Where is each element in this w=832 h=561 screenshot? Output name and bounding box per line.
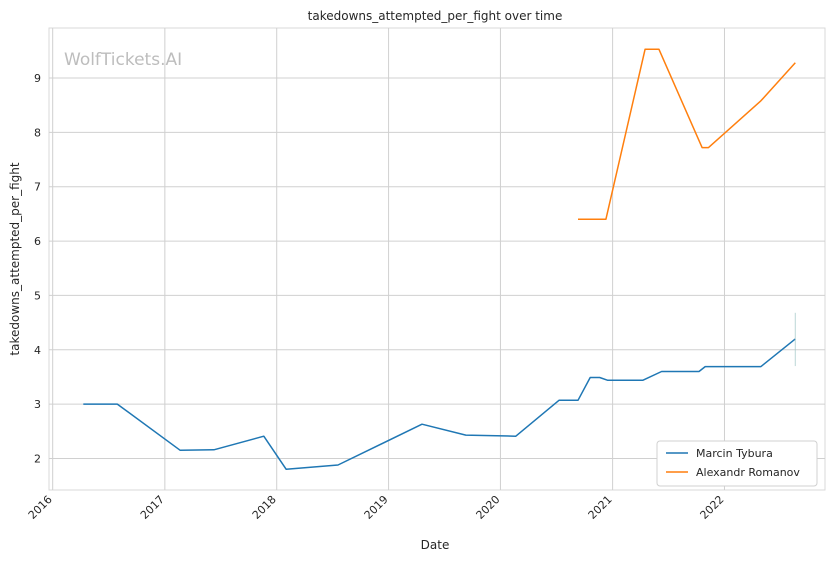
x-tick-label: 2016 [26, 493, 55, 522]
watermark-text: WolfTickets.AI [64, 50, 182, 70]
legend-label-alexandr-romanov: Alexandr Romanov [696, 466, 800, 479]
series-line-marcin-tybura [83, 338, 796, 471]
legend-label-marcin-tybura: Marcin Tybura [696, 447, 773, 460]
y-axis-label: takedowns_attempted_per_fight [8, 162, 22, 355]
legend: Marcin Tybura Alexandr Romanov [656, 440, 818, 487]
x-tick-label: 2021 [586, 493, 615, 522]
y-tick-label: 5 [34, 289, 41, 302]
y-tick-label: 2 [34, 452, 41, 465]
y-tick-label: 3 [34, 398, 41, 411]
x-tick-label: 2020 [474, 493, 503, 522]
series-line-alexandr-romanov [578, 48, 796, 221]
y-tick-label: 8 [34, 126, 41, 139]
x-tick-label: 2019 [362, 493, 391, 522]
y-tick-label: 6 [34, 235, 41, 248]
chart-title: takedowns_attempted_per_fight over time [308, 9, 563, 23]
x-axis: 2016 2017 2018 2019 2020 2021 2022 [26, 493, 727, 522]
plot-area [48, 27, 826, 491]
y-tick-label: 9 [34, 72, 41, 85]
x-tick-label: 2018 [250, 493, 279, 522]
legend-box [656, 440, 818, 487]
y-tick-label: 4 [34, 344, 41, 357]
x-tick-label: 2017 [138, 493, 167, 522]
series-layer [83, 48, 796, 471]
y-axis: 2 3 4 5 6 7 8 9 [34, 72, 41, 465]
x-axis-label: Date [421, 538, 450, 552]
y-tick-label: 7 [34, 181, 41, 194]
x-tick-label: 2022 [698, 493, 727, 522]
